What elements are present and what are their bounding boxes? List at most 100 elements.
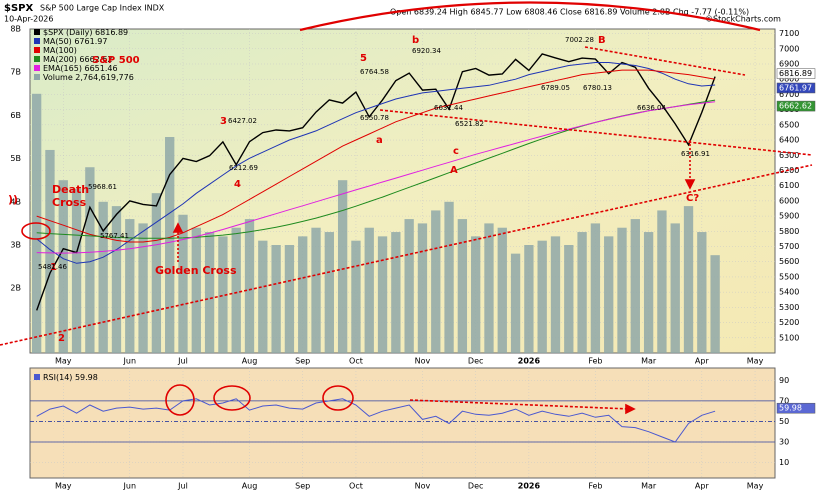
wave-label: 4	[234, 179, 241, 190]
x-tick-label: Aug	[242, 482, 258, 491]
volume-bar	[71, 188, 82, 353]
wave-label: A	[450, 165, 458, 176]
volume-bar	[391, 232, 401, 353]
arrowhead	[684, 179, 696, 190]
wave-label: 5	[360, 53, 367, 64]
series-line	[36, 69, 716, 243]
wave-label: Death	[52, 183, 89, 196]
y2-tick-label: 7B	[10, 68, 21, 77]
price-label: 6521.82	[455, 120, 484, 128]
price-label: 6920.34	[412, 47, 441, 55]
last-value: 6761.97	[779, 83, 812, 92]
series-line	[36, 62, 716, 264]
y-tick-label: 5600	[779, 257, 799, 266]
trendline	[584, 46, 746, 76]
last-value: 6816.89	[779, 69, 812, 78]
price-label: 6780.13	[583, 84, 612, 92]
wave-label: S&P 500	[92, 55, 140, 66]
x-tick-label: Jul	[177, 357, 188, 366]
x-tick-label: Mar	[641, 482, 657, 491]
volume-bar	[58, 180, 68, 353]
y2-tick-label: 4B	[10, 197, 21, 206]
legend-swatch	[34, 38, 40, 44]
price-label: 6631.44	[434, 104, 463, 112]
x-tick-label: Nov	[415, 482, 431, 491]
volume-bar	[577, 232, 587, 353]
legend-swatch	[34, 65, 40, 71]
legend-label: MA(200) 6662.62	[43, 55, 113, 64]
x-tick-label: Jun	[123, 482, 137, 491]
y2-tick-label: 6B	[10, 111, 21, 120]
volume-bar	[165, 137, 175, 353]
volume-bar	[324, 232, 334, 353]
y-tick-label: 6300	[779, 151, 799, 160]
price-label: 6550.78	[360, 114, 389, 122]
volume-bar	[218, 236, 228, 353]
last-value: 6662.62	[779, 102, 812, 111]
last-value-box	[776, 82, 816, 94]
y-tick-label: 5500	[779, 272, 799, 281]
price-label: 6427.02	[228, 117, 257, 125]
volume-bar	[630, 219, 640, 353]
y-tick-label: 6500	[779, 120, 799, 129]
volume-bar	[617, 227, 627, 353]
volume-bar	[550, 236, 561, 353]
last-value-box	[776, 402, 816, 414]
y-tick-label: 5800	[779, 227, 799, 236]
trendline	[409, 399, 631, 410]
x-tick-label: May	[55, 482, 72, 491]
wave-label: 3	[220, 116, 227, 127]
volume-bar	[284, 245, 295, 353]
y-tick-label: 6700	[779, 90, 799, 99]
y-tick-label: 5900	[779, 212, 799, 221]
volume-bar	[604, 236, 614, 353]
y-tick-label: 6100	[779, 181, 799, 190]
volume-bar	[683, 206, 694, 353]
x-tick-label: Aug	[242, 357, 258, 366]
x-tick-label: May	[55, 357, 72, 366]
circle	[213, 385, 251, 411]
volume-bar	[524, 245, 534, 353]
wave-label: B	[598, 35, 606, 46]
circle	[21, 222, 51, 240]
volume-bar	[45, 149, 55, 353]
y-tick-label: 5300	[779, 303, 799, 312]
volume-bar	[431, 210, 441, 353]
legend-label: Volume 2,764,619,776	[43, 73, 134, 82]
volume-bar	[258, 240, 268, 353]
volume-bar	[231, 227, 241, 353]
y-tick-label: 7000	[779, 44, 799, 53]
volume-bar	[204, 232, 215, 353]
x-tick-label: May	[747, 357, 764, 366]
y-tick-label: 6000	[779, 196, 799, 205]
x-tick-label: Sep	[295, 482, 310, 491]
price-label: 6636.04	[637, 104, 666, 112]
last-value: 59.98	[779, 404, 802, 413]
price-label: 6764.58	[360, 68, 389, 76]
y2-tick-label: 5B	[10, 154, 21, 163]
x-tick-label: Oct	[349, 482, 363, 491]
wave-label: ))	[8, 193, 18, 206]
volume-bar	[457, 219, 468, 353]
circle	[165, 384, 195, 416]
volume-bar	[351, 240, 361, 353]
volume-bar	[98, 201, 108, 353]
price-label: 6789.05	[541, 84, 570, 92]
x-tick-label: Jul	[177, 482, 188, 491]
volume-bar	[178, 214, 188, 353]
volume-bar	[364, 227, 374, 353]
price-label: 6316.91	[681, 150, 710, 158]
volume-bar	[417, 223, 428, 353]
y-tick-label: 10	[779, 458, 789, 467]
subtitle: S&P 500 Large Cap Index INDX	[40, 4, 165, 13]
volume-bar	[125, 219, 135, 353]
volume-bar	[244, 219, 255, 353]
y-tick-label: 5200	[779, 318, 799, 327]
volume-bar	[271, 245, 281, 353]
circle	[322, 385, 354, 411]
x-tick-label: Sep	[295, 357, 310, 366]
y-tick-label: 5700	[779, 242, 799, 251]
x-tick-label: Mar	[641, 357, 657, 366]
x-tick-label: May	[747, 482, 764, 491]
